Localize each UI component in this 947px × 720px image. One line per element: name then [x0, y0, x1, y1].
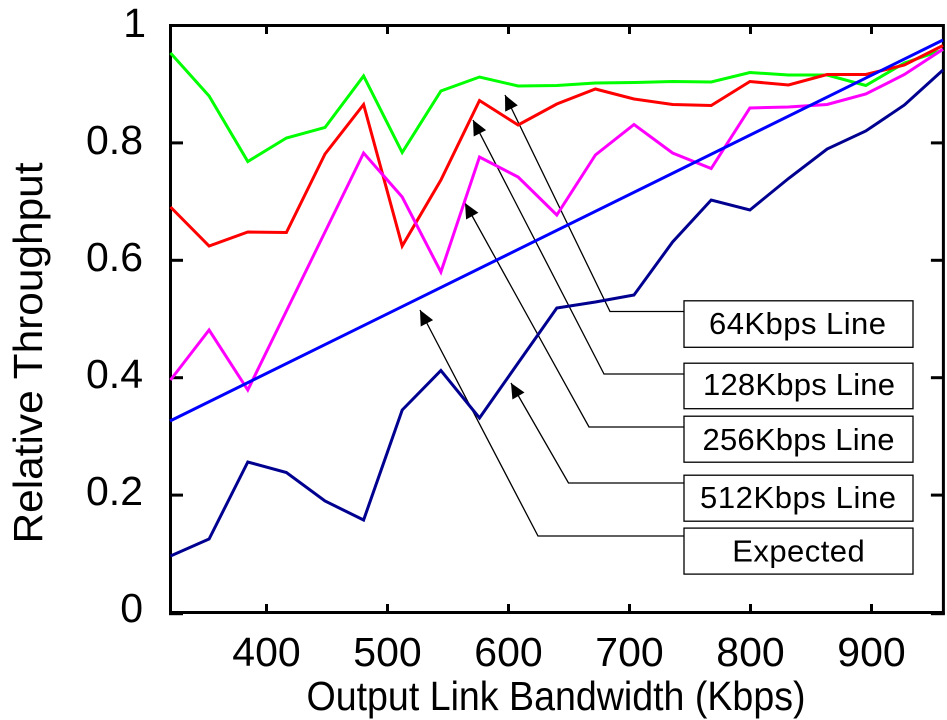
- svg-text:0.4: 0.4: [86, 351, 143, 397]
- svg-text:600: 600: [474, 629, 542, 675]
- svg-text:900: 900: [837, 629, 905, 675]
- svg-text:128Kbps Line: 128Kbps Line: [703, 367, 895, 402]
- svg-text:256Kbps Line: 256Kbps Line: [703, 422, 895, 457]
- svg-text:0: 0: [120, 585, 143, 631]
- svg-text:700: 700: [595, 629, 663, 675]
- svg-text:0.6: 0.6: [86, 234, 143, 280]
- svg-text:Relative Throughput: Relative Throughput: [5, 162, 51, 544]
- svg-text:64Kbps Line: 64Kbps Line: [709, 306, 886, 341]
- svg-text:1: 1: [123, 0, 146, 46]
- svg-text:400: 400: [232, 629, 300, 675]
- svg-text:0.2: 0.2: [86, 468, 143, 514]
- svg-text:Expected: Expected: [732, 534, 865, 569]
- svg-text:800: 800: [716, 629, 784, 675]
- svg-text:0.8: 0.8: [86, 117, 143, 163]
- svg-text:512Kbps Line: 512Kbps Line: [700, 480, 896, 515]
- svg-text:Output Link Bandwidth (Kbps): Output Link Bandwidth (Kbps): [307, 673, 806, 719]
- svg-text:500: 500: [353, 629, 421, 675]
